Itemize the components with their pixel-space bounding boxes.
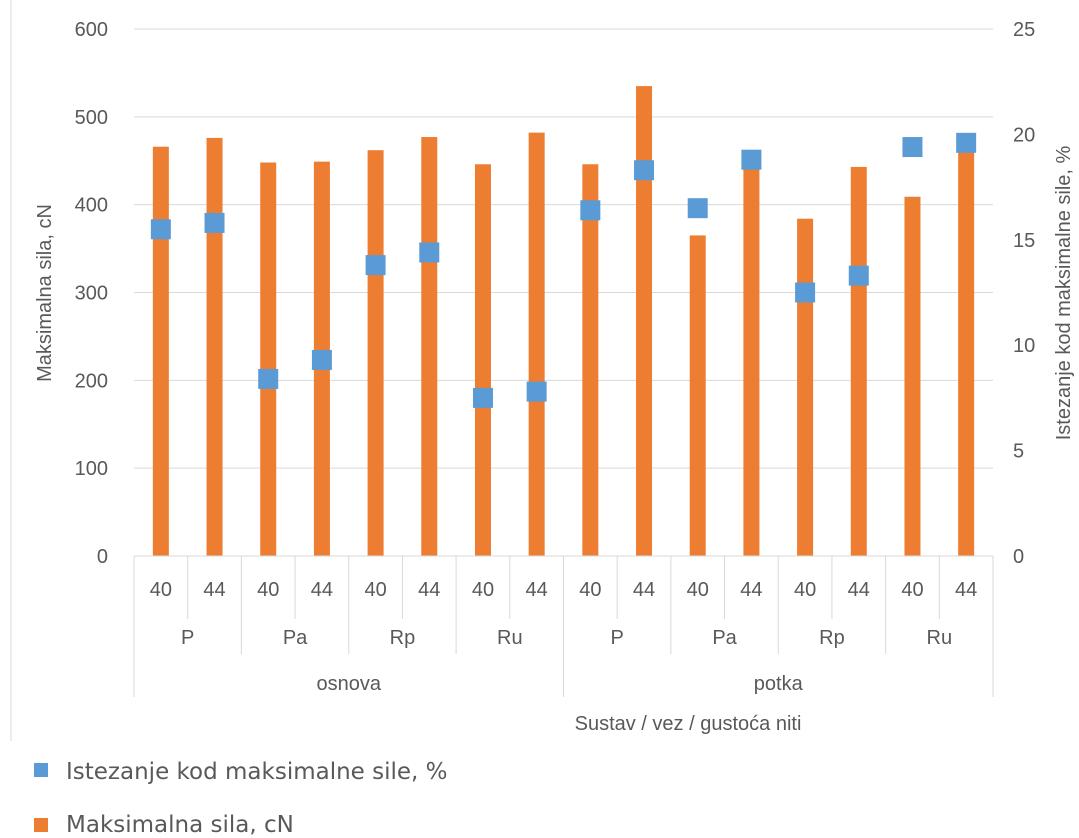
bar xyxy=(689,235,706,557)
legend-item-elongation: Istezanje kod maksimalne sile, % xyxy=(34,759,448,785)
bar-series xyxy=(152,86,975,557)
legend-label-force: Maksimalna sila, cN xyxy=(66,812,294,838)
marker-point xyxy=(204,212,225,233)
x-tick-label: 44 xyxy=(848,579,870,601)
y2-tick-label: 5 xyxy=(1013,441,1024,463)
x-group-label: P xyxy=(181,627,194,649)
legend-label-elongation: Istezanje kod maksimalne sile, % xyxy=(66,759,448,785)
x-tick-label: 44 xyxy=(633,579,655,601)
marker-point xyxy=(848,265,869,286)
y-tick-label: 300 xyxy=(75,283,108,305)
axes: 0 100 200 300 400 500 600 0 5 10 15 20 25 40 44 40 44 40 4… xyxy=(75,19,1035,697)
marker-point xyxy=(526,381,547,402)
x-tick-label: 40 xyxy=(364,579,386,601)
bar xyxy=(152,146,169,557)
marker-point xyxy=(956,132,977,153)
bar xyxy=(421,137,438,556)
marker-point xyxy=(687,198,708,219)
y-tick-label: 200 xyxy=(75,370,108,392)
marker-point xyxy=(258,368,279,389)
x-tick-label: 44 xyxy=(955,579,977,601)
x-tick-label: 40 xyxy=(579,579,601,601)
x-group-label: P xyxy=(611,627,624,649)
x-tick-label: 40 xyxy=(687,579,709,601)
y-axis-title: Maksimalna sila, cN xyxy=(34,204,56,382)
legend: Istezanje kod maksimalne sile, % Maksima… xyxy=(34,759,448,838)
x-tick-label: 40 xyxy=(150,579,172,601)
y-tick-label: 0 xyxy=(97,546,108,568)
bar xyxy=(958,138,975,556)
legend-swatch-elongation xyxy=(34,763,48,777)
x-tick-label: 44 xyxy=(203,579,225,601)
x-group-label: Rp xyxy=(390,627,416,649)
x-tick-label: 44 xyxy=(418,579,440,601)
marker-point xyxy=(795,282,816,303)
marker-point xyxy=(580,200,601,221)
y-tick-label: 100 xyxy=(75,458,108,480)
marker-point xyxy=(472,387,493,408)
y2-tick-label: 15 xyxy=(1013,230,1035,252)
x-group-label: Ru xyxy=(497,627,523,649)
y-tick-label: 500 xyxy=(75,107,108,129)
y-tick-label: 400 xyxy=(75,195,108,217)
bar xyxy=(904,196,921,557)
x-tick-label: 40 xyxy=(472,579,494,601)
marker-point xyxy=(311,349,332,370)
x-supergroup-label: osnova xyxy=(317,673,382,695)
x-group-label: Pa xyxy=(283,627,308,649)
marker-series xyxy=(150,132,977,408)
bar xyxy=(260,162,277,557)
bar xyxy=(797,218,814,556)
x-group-label: Rp xyxy=(819,627,845,649)
y-tick-label: 600 xyxy=(75,19,108,41)
y2-axis-title: Istezanje kod maksimalne sile, % xyxy=(1053,146,1075,441)
bar xyxy=(636,86,653,556)
x-tick-label: 40 xyxy=(794,579,816,601)
x-tick-label: 40 xyxy=(257,579,279,601)
bar xyxy=(206,137,223,556)
y2-tick-label: 0 xyxy=(1013,546,1024,568)
legend-item-force: Maksimalna sila, cN xyxy=(34,812,294,838)
x-supergroup-label: potka xyxy=(754,673,804,695)
x-tick-label: 44 xyxy=(311,579,333,601)
x-tick-label: 44 xyxy=(740,579,762,601)
y2-tick-label: 20 xyxy=(1013,124,1035,146)
bar xyxy=(743,160,760,556)
x-tick-label: 40 xyxy=(901,579,923,601)
marker-point xyxy=(150,219,171,240)
x-tick-label: 44 xyxy=(526,579,548,601)
y2-tick-label: 10 xyxy=(1013,335,1035,357)
y2-tick-label: 25 xyxy=(1013,19,1035,41)
bar xyxy=(474,164,491,556)
marker-point xyxy=(419,242,440,263)
bar xyxy=(367,150,384,556)
bar xyxy=(850,166,867,557)
bar xyxy=(528,132,545,557)
x-group-label: Pa xyxy=(712,627,737,649)
bar xyxy=(582,164,599,556)
marker-point xyxy=(902,137,923,158)
marker-point xyxy=(365,255,386,276)
marker-point xyxy=(741,149,762,170)
legend-swatch-force xyxy=(34,818,48,832)
marker-point xyxy=(634,160,655,181)
x-axis-title: Sustav / vez / gustoća niti xyxy=(575,713,802,735)
x-group-label: Ru xyxy=(927,627,953,649)
